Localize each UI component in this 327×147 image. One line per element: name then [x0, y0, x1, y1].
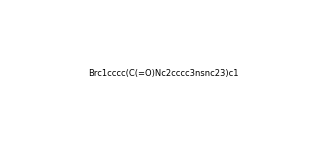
Text: Brc1cccc(C(=O)Nc2cccc3nsnc23)c1: Brc1cccc(C(=O)Nc2cccc3nsnc23)c1: [88, 69, 239, 78]
